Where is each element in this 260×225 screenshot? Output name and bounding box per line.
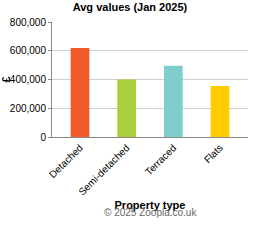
svg-text:Terraced: Terraced (143, 142, 178, 177)
svg-text:800,000: 800,000 (10, 17, 47, 28)
svg-text:Avg values (Jan 2025): Avg values (Jan 2025) (73, 1, 188, 13)
svg-text:400,000: 400,000 (10, 74, 47, 85)
svg-text:200,000: 200,000 (10, 103, 47, 114)
svg-text:Property type: Property type (115, 199, 186, 211)
svg-text:© 2025 Zoopla.co.uk: © 2025 Zoopla.co.uk (104, 207, 197, 218)
svg-text:0: 0 (40, 132, 46, 143)
svg-text:600,000: 600,000 (10, 45, 47, 56)
svg-text:Detached: Detached (47, 142, 85, 180)
svg-text:Semi-detached: Semi-detached (76, 142, 131, 197)
svg-text:Flats: Flats (202, 142, 225, 165)
svg-text:£: £ (0, 76, 12, 82)
